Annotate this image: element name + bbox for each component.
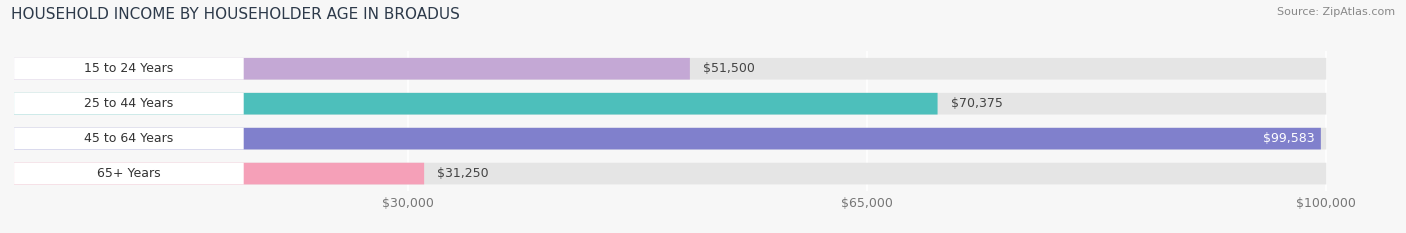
Text: $70,375: $70,375 — [950, 97, 1002, 110]
FancyBboxPatch shape — [14, 58, 243, 80]
FancyBboxPatch shape — [14, 128, 1320, 150]
Text: 45 to 64 Years: 45 to 64 Years — [84, 132, 173, 145]
Text: $51,500: $51,500 — [703, 62, 755, 75]
FancyBboxPatch shape — [14, 163, 425, 185]
FancyBboxPatch shape — [14, 163, 1326, 185]
Text: 15 to 24 Years: 15 to 24 Years — [84, 62, 173, 75]
Text: 65+ Years: 65+ Years — [97, 167, 160, 180]
Text: $31,250: $31,250 — [437, 167, 489, 180]
FancyBboxPatch shape — [14, 58, 1326, 80]
Text: Source: ZipAtlas.com: Source: ZipAtlas.com — [1277, 7, 1395, 17]
FancyBboxPatch shape — [14, 93, 938, 115]
FancyBboxPatch shape — [14, 93, 243, 115]
Text: HOUSEHOLD INCOME BY HOUSEHOLDER AGE IN BROADUS: HOUSEHOLD INCOME BY HOUSEHOLDER AGE IN B… — [11, 7, 460, 22]
FancyBboxPatch shape — [14, 128, 1326, 150]
FancyBboxPatch shape — [14, 163, 243, 185]
Text: $99,583: $99,583 — [1263, 132, 1315, 145]
Text: 25 to 44 Years: 25 to 44 Years — [84, 97, 173, 110]
FancyBboxPatch shape — [14, 128, 243, 150]
FancyBboxPatch shape — [14, 58, 690, 80]
FancyBboxPatch shape — [14, 93, 1326, 115]
